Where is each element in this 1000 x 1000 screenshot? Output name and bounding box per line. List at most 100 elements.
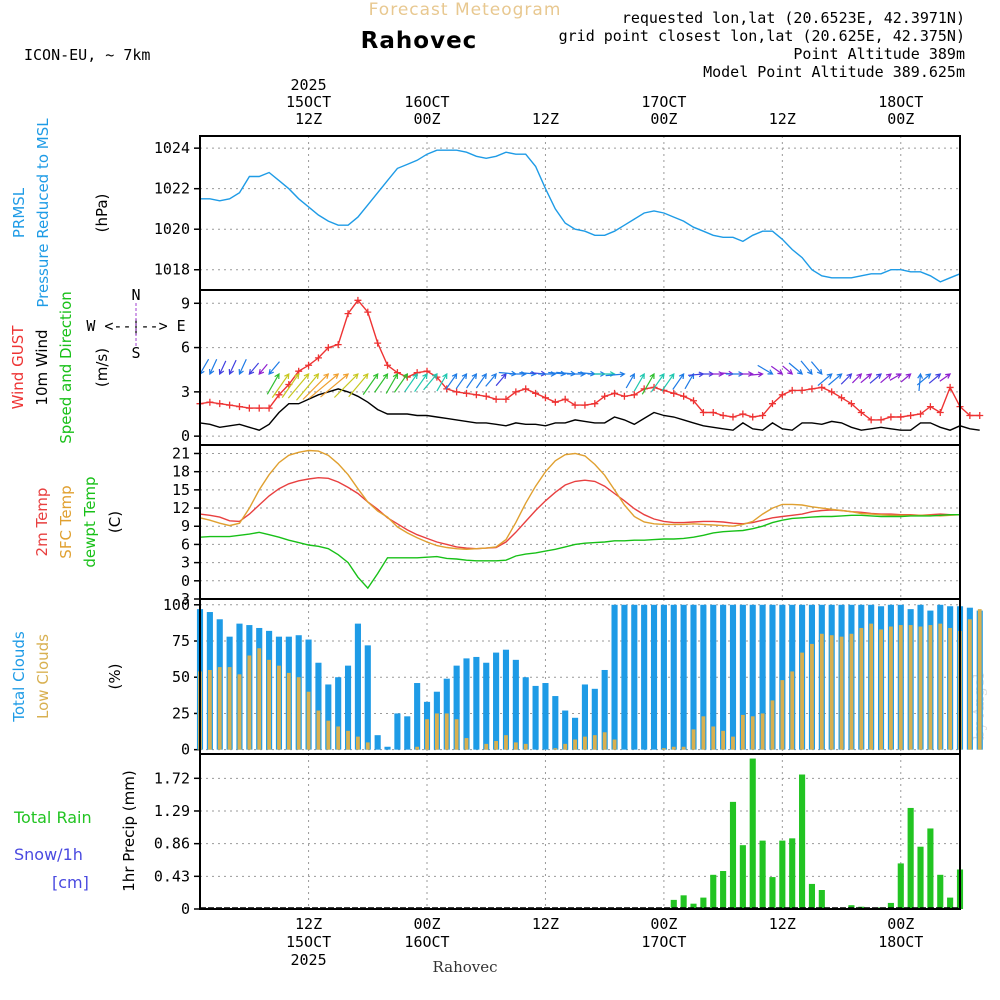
top-axis-label-0-2: 12Z <box>295 110 322 128</box>
wind-arrow-29 <box>475 372 487 389</box>
clouds-ytick-label-4: 100 <box>163 596 190 614</box>
wind-marker-52 <box>709 409 717 417</box>
wind-arrow-53 <box>709 371 725 377</box>
clouds-bar-1-41 <box>602 732 607 750</box>
wind-marker-54 <box>729 413 737 421</box>
wind-marker-2 <box>216 400 224 408</box>
clouds-bar-0-53 <box>720 604 727 750</box>
clouds-bar-1-58 <box>770 700 775 750</box>
wind-arrow-34 <box>519 370 537 377</box>
wind-direction-arrows <box>199 358 952 401</box>
clouds-bar-1-17 <box>365 742 370 750</box>
bottom-axis-label-0-2: 2025 <box>291 951 327 969</box>
wind-arrow-20 <box>385 372 399 394</box>
temp-ytick-label-8: 21 <box>172 444 190 462</box>
clouds-bar-1-22 <box>415 746 420 750</box>
clouds-bar-1-5 <box>247 655 252 750</box>
wind-marker-30 <box>492 395 500 403</box>
clouds-bar-1-70 <box>889 626 893 750</box>
clouds-bar-0-40 <box>591 688 598 750</box>
clouds-bar-0-12 <box>315 662 322 750</box>
clouds-bar-1-51 <box>701 716 706 750</box>
pressure-ytick-label-1: 1020 <box>154 220 190 238</box>
wind-marker-66 <box>847 400 855 408</box>
wind-arrow-3 <box>228 359 237 376</box>
wind-arrow-19 <box>374 372 389 393</box>
clouds-bar-0-39 <box>581 684 588 750</box>
clouds-bar-1-65 <box>839 636 844 750</box>
clouds-bar-0-15 <box>344 665 352 750</box>
wind-arrow-58 <box>757 364 774 375</box>
wind-marker-5 <box>245 404 253 412</box>
clouds-bar-0-26 <box>453 665 460 750</box>
wind-marker-73 <box>917 410 925 418</box>
clouds-bar-1-53 <box>721 730 726 750</box>
clouds-bar-1-71 <box>898 625 903 750</box>
precip-ytick-label-0: 0 <box>181 900 190 918</box>
clouds-bar-1-12 <box>316 710 321 750</box>
footer-location: Rahovec <box>432 958 497 976</box>
precip-bar-0-53 <box>720 871 727 909</box>
temp-series-dewpt-temp <box>199 514 960 590</box>
wind-marker-50 <box>690 397 698 405</box>
clouds-bar-0-18 <box>374 735 381 750</box>
grid-point-coords: grid point closest lon,lat (20.625E, 42.… <box>559 27 965 45</box>
wind-marker-34 <box>532 389 540 397</box>
clouds-bar-1-3 <box>227 667 232 750</box>
top-axis-label-0-0: 2025 <box>291 76 327 94</box>
wind-marker-4 <box>235 403 243 411</box>
precip-frame <box>199 753 961 910</box>
clouds-bar-1-79 <box>977 609 982 750</box>
temp-ylabel-1: SFC Temp <box>57 485 75 558</box>
wind-marker-41 <box>601 392 609 400</box>
wind-arrow-48 <box>661 372 675 392</box>
temp-unit: (C) <box>106 511 124 533</box>
clouds-bar-1-72 <box>908 625 913 750</box>
wind-arrow-25 <box>436 372 448 392</box>
wind-marker-11 <box>305 361 313 369</box>
precip-ylabel-unit-cm: [cm] <box>52 873 89 892</box>
clouds-bar-1-57 <box>760 713 765 750</box>
clouds-bar-1-36 <box>553 748 558 750</box>
wind-frame <box>199 289 961 446</box>
wind-arrow-68 <box>860 373 873 384</box>
clouds-bar-1-32 <box>513 742 518 750</box>
wind-marker-15 <box>344 310 352 318</box>
clouds-bar-1-26 <box>454 719 459 750</box>
pressure-unit: (hPa) <box>93 194 111 233</box>
clouds-bar-1-16 <box>356 736 360 750</box>
wind-arrow-75 <box>928 373 942 384</box>
wind-arrow-4 <box>238 359 247 376</box>
clouds-ylabel-0: Total Clouds <box>10 631 28 723</box>
wind-arrow-23 <box>414 372 428 393</box>
temp-series-2m-temp <box>199 476 960 550</box>
wind-arrow-27 <box>455 372 468 390</box>
clouds-bar-1-29 <box>484 743 489 750</box>
clouds-bar-0-36 <box>552 696 559 750</box>
clouds-bar-0-32 <box>512 659 519 750</box>
clouds-ytick-label-3: 75 <box>172 632 190 650</box>
clouds-bar-1-66 <box>849 633 854 750</box>
temp-ytick-label-4: 9 <box>181 517 190 535</box>
clouds-bar-1-76 <box>948 627 953 750</box>
wind-arrow-63 <box>810 361 823 375</box>
clouds-bar-0-52 <box>710 604 717 750</box>
wind-marker-28 <box>472 391 480 399</box>
wind-arrow-70 <box>880 373 892 384</box>
wind-arrow-31 <box>495 373 507 387</box>
clouds-bar-1-10 <box>296 677 301 750</box>
wind-arrow-61 <box>788 362 804 375</box>
precip-bar-0-60 <box>789 838 796 909</box>
clouds-bar-1-60 <box>790 671 795 750</box>
clouds-bar-1-9 <box>286 672 291 750</box>
clouds-bar-0-58 <box>769 604 776 750</box>
wind-marker-37 <box>561 395 569 403</box>
clouds-bar-0-45 <box>641 604 648 750</box>
wind-series-wind-gust <box>196 296 984 424</box>
wind-marker-32 <box>512 388 520 396</box>
clouds-bar-1-62 <box>810 643 814 750</box>
temp-series-sfc-temp <box>199 449 961 551</box>
wind-arrow-7 <box>268 361 280 375</box>
wind-arrow-24 <box>423 373 438 391</box>
